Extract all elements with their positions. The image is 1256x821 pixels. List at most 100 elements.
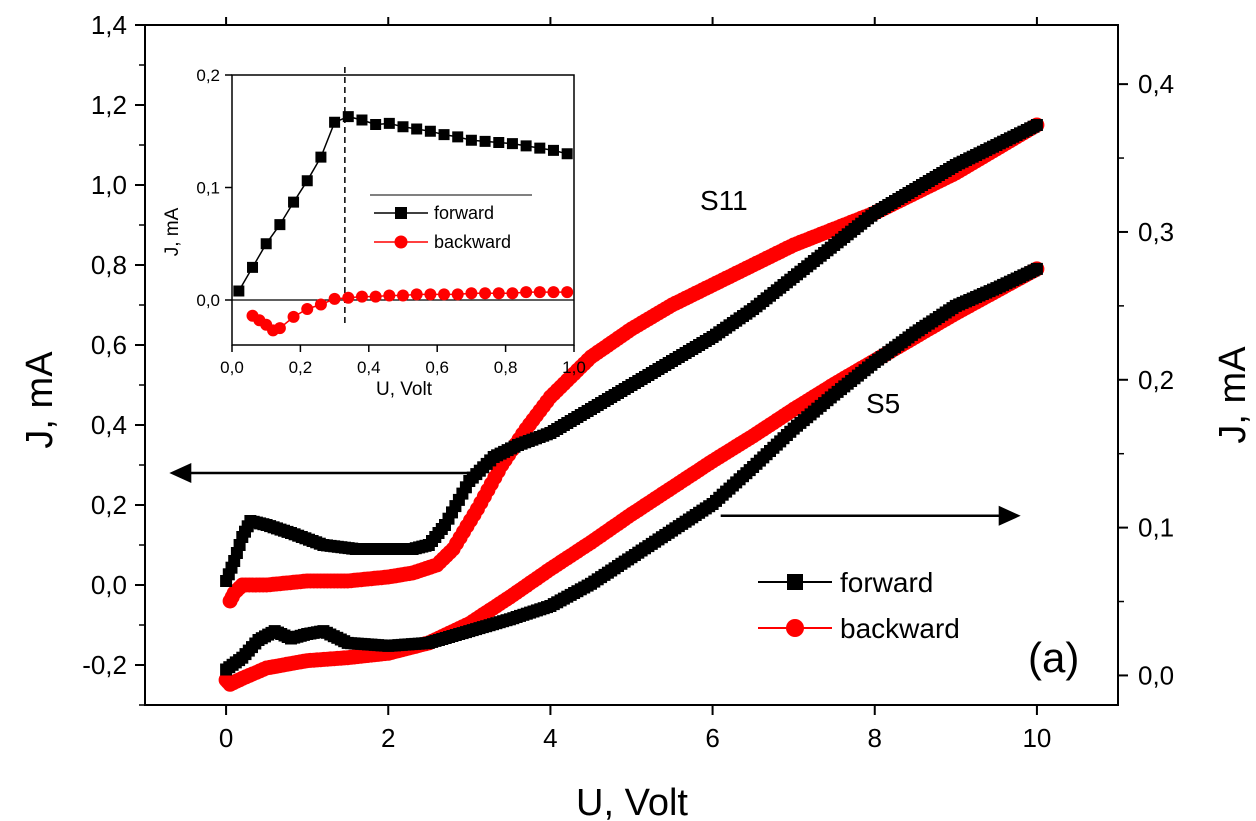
inset-data-point (438, 288, 451, 301)
inset-data-point (355, 290, 368, 303)
inset-data-point (315, 151, 327, 163)
series-s5-forward (220, 262, 1043, 676)
x-tick-label: 0 (219, 723, 233, 753)
inset-data-point (465, 134, 477, 146)
arrow-head-right (998, 505, 1021, 526)
inset-legend-forward-label: forward (434, 203, 494, 223)
inset-x-tick-label: 0,4 (357, 358, 381, 377)
inset-legend-backward-label: backward (434, 232, 511, 252)
inset-legend: forward backward (370, 194, 532, 252)
legend-backward-label: backward (840, 613, 960, 644)
inset-plot: 0,0 0,2 0,4 0,6 0,8 1,0 0,0 0,1 0,2 U, Volt J, m… (162, 66, 586, 400)
inset-data-point (465, 287, 478, 300)
inset-data-point (329, 116, 341, 128)
y-right-tick-label: 0,4 (1138, 69, 1174, 99)
x-tick-label: 8 (868, 723, 882, 753)
inset-data-point (547, 144, 559, 156)
data-point (218, 672, 234, 688)
y-right-tick-label: 0,0 (1138, 660, 1174, 690)
inset-data-point (287, 310, 300, 323)
inset-data-point (383, 289, 396, 302)
data-point (222, 593, 238, 609)
inset-data-point (247, 261, 259, 273)
data-point (449, 500, 462, 513)
inset-data-point (260, 238, 272, 250)
inset-y-tick-label: 0,2 (196, 66, 220, 85)
right-y-axis-title: J, mA (1212, 346, 1254, 444)
inset-series-forward (233, 111, 573, 297)
y-left-tick-label: 0,8 (91, 250, 127, 280)
main-data-marks (169, 117, 1045, 692)
y-left-tick-label: -0,2 (82, 650, 127, 680)
inset-data-point (534, 142, 546, 154)
inset-data-point (383, 117, 395, 129)
left-y-axis-title: J, mA (19, 351, 61, 449)
x-axis-title: U, Volt (576, 782, 688, 821)
legend-forward-label: forward (840, 567, 933, 598)
inset-data-point (301, 303, 314, 315)
series-s11-forward (220, 119, 1043, 587)
inset-data-point (274, 219, 286, 231)
data-point (1030, 119, 1043, 131)
curve-label-s11: S11 (700, 185, 748, 216)
legend-forward-marker (787, 574, 803, 590)
inset-y-tick-label: 0,0 (196, 291, 220, 310)
inset-data-point (492, 287, 505, 300)
y-right-tick-label: 0,1 (1138, 513, 1174, 543)
inset-data-point (506, 138, 518, 150)
inset-data-point (424, 125, 436, 137)
inset-data-point (520, 286, 533, 299)
main-plot-frame (144, 24, 1119, 706)
inset-data-point (397, 121, 409, 133)
panel-label: (a) (1028, 634, 1079, 681)
inset-data-point (369, 290, 382, 303)
curve-label-s5: S5 (866, 388, 900, 419)
x-tick-label: 6 (705, 723, 719, 753)
inset-data-point (273, 322, 286, 335)
inset-data-point (314, 298, 327, 311)
y-left-tick-label: 1,4 (91, 10, 127, 40)
y-left-tick-label: 0,2 (91, 490, 127, 520)
inset-data-point (561, 148, 573, 160)
inset-x-tick-label: 0,6 (425, 358, 449, 377)
inset-x-axis-title: U, Volt (376, 379, 433, 400)
inset-data-point (452, 131, 464, 143)
inset-y-axis-title: J, mA (162, 207, 183, 256)
inset-data-point (479, 287, 492, 300)
y-left-tick-label: 0,6 (91, 330, 127, 360)
main-plot: 0 2 4 6 8 10-0,20,00,20,40,60,81,01,21,40,00,… (19, 10, 1254, 821)
legend-backward-marker (786, 619, 804, 637)
inset-data-point (342, 291, 355, 304)
inset-data-point (520, 140, 532, 152)
inset-data-point (451, 288, 464, 301)
inset-y-tick-label: 0,1 (196, 179, 220, 198)
inset-legend-backward-marker (394, 235, 408, 249)
x-tick-label: 2 (381, 723, 395, 753)
inset-data-point (493, 137, 505, 148)
y-right-tick-label: 0,3 (1138, 217, 1174, 247)
data-point (1030, 262, 1043, 275)
inset-x-tick-label: 0,8 (494, 358, 518, 377)
inset-x-tick-label: 0,0 (220, 358, 244, 377)
inset-data-point (342, 111, 354, 123)
inset-data-point (301, 175, 313, 187)
inset-data-point (506, 287, 519, 300)
inset-data-point (424, 288, 437, 301)
y-right-tick-label: 0,2 (1138, 365, 1174, 395)
inset-legend-forward-marker (395, 207, 407, 219)
inset-x-tick-label: 1,0 (562, 358, 586, 377)
inset-data-point (438, 129, 450, 141)
inset-data-point (397, 289, 409, 302)
inset-x-tick-label: 0,2 (289, 358, 313, 377)
inset-data-point (411, 123, 423, 135)
y-left-tick-label: 1,2 (91, 90, 127, 120)
inset-data-point (547, 286, 560, 299)
x-tick-label: 10 (1022, 723, 1051, 753)
inset-data-point (288, 196, 300, 208)
inset-data-point (533, 286, 546, 299)
inset-series-backward (246, 286, 574, 337)
inset-data-point (479, 135, 491, 147)
inset-data-point (328, 292, 341, 305)
x-tick-label: 4 (543, 723, 557, 753)
